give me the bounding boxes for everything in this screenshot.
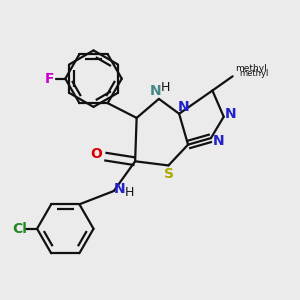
Text: N: N — [212, 134, 224, 148]
Text: methyl: methyl — [239, 69, 268, 78]
Text: Cl: Cl — [12, 222, 27, 236]
Text: methyl: methyl — [235, 64, 267, 73]
Text: H: H — [161, 81, 170, 94]
Text: N: N — [150, 84, 162, 98]
Text: F: F — [45, 72, 54, 86]
Text: N: N — [178, 100, 189, 114]
Text: H: H — [124, 186, 134, 199]
Text: S: S — [164, 167, 174, 182]
Text: O: O — [91, 147, 102, 160]
Text: N: N — [225, 107, 237, 121]
Text: N: N — [114, 182, 125, 196]
